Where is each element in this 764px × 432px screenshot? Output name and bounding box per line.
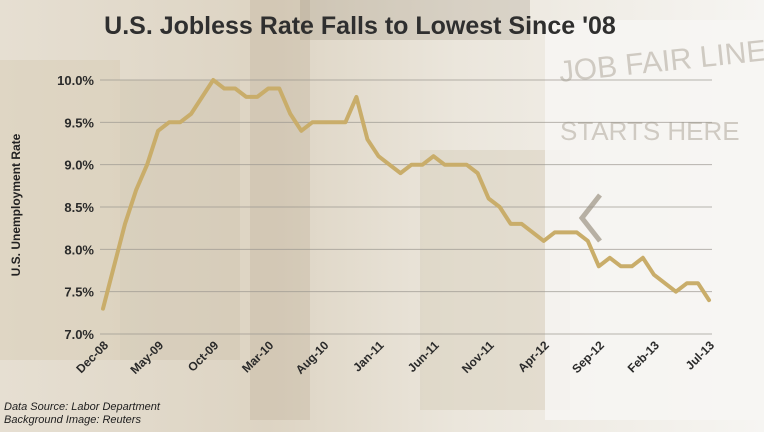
x-tick-label: Dec-08 [73,338,111,376]
y-tick-label: 9.0% [64,158,94,173]
y-tick-labels: 7.0% 7.5% 8.0% 8.5% 9.0% 9.5% 10.0% [57,73,94,342]
y-tick-label: 8.0% [64,242,94,257]
x-tick-label: May-09 [128,338,167,377]
arrow-icon [578,193,602,243]
sign-text-line2: STARTS HERE [560,116,740,146]
x-tick-label: Apr-12 [515,338,552,375]
x-tick-label: Oct-09 [185,338,222,375]
data-source-text: Data Source: Labor Department [4,401,160,413]
x-tick-label: Mar-10 [239,338,276,375]
unemployment-rate-line [101,78,711,311]
source-note: Data Source: Labor Department Background… [4,401,160,427]
y-tick-label: 7.5% [64,285,94,300]
x-tick-label: Jul-13 [683,338,718,373]
x-tick-label: Feb-13 [625,338,662,375]
y-tick-label: 9.5% [64,115,94,130]
image-source-text: Background Image: Reuters [4,414,141,426]
x-tick-label: Jan-11 [350,338,387,375]
x-tick-label: Jun-11 [405,338,442,375]
y-tick-label: 10.0% [57,73,94,88]
y-tick-label: 7.0% [64,327,94,342]
grid-lines [100,79,712,335]
x-tick-labels: Dec-08 May-09 Oct-09 Mar-10 Aug-10 Jan-11 Jun-… [73,338,717,377]
y-tick-label: 8.5% [64,200,94,215]
chart-title: U.S. Jobless Rate Falls to Lowest Since … [104,12,616,40]
x-tick-label: Aug-10 [293,338,332,377]
x-tick-label: Sep-12 [569,338,607,376]
x-tick-label: Nov-11 [459,338,497,376]
